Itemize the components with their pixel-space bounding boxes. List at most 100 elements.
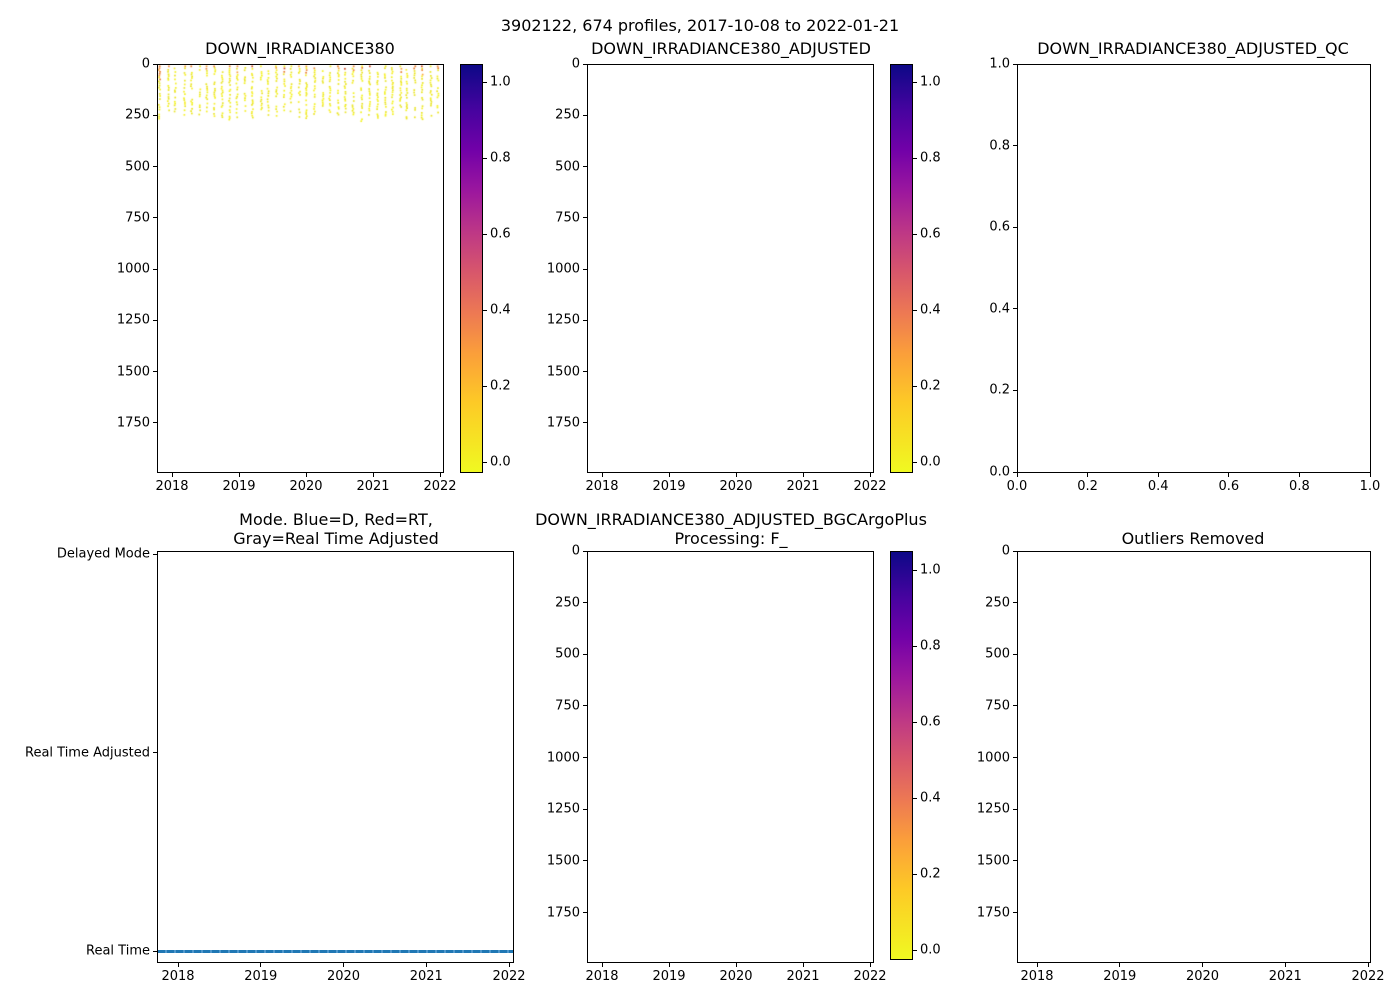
y-tick-label: 1250 [116, 312, 150, 328]
y-tick-mark [583, 114, 587, 116]
y-tick-label: 1750 [976, 905, 1010, 920]
y-tick-label: 1000 [546, 261, 580, 277]
x-tick-label: 2018 [155, 479, 189, 494]
y-tick-label: 1000 [976, 750, 1010, 766]
y-tick-label: 1500 [546, 364, 580, 379]
x-tick-label: 2019 [652, 969, 686, 984]
x-tick-label: 2019 [244, 969, 278, 984]
y-tick-mark [153, 371, 157, 372]
y-tick-label: 1250 [546, 801, 580, 817]
x-tick-label: 2022 [1351, 969, 1385, 984]
y-tick-mark [583, 550, 587, 552]
y-tick-label: 0.8 [989, 138, 1010, 154]
y-tick-mark [583, 860, 587, 862]
y-tick-mark [583, 319, 587, 321]
x-tick-mark [668, 473, 670, 477]
x-tick-label: 0.0 [1006, 479, 1028, 494]
y-tick-mark [583, 602, 587, 604]
x-tick-label: 2020 [1185, 969, 1220, 984]
plot-title-bgcargoplus-processing: DOWN_IRRADIANCE380_ADJUSTED_BGCArgoPlus … [535, 510, 927, 548]
x-tick-label: 2021 [1268, 969, 1302, 984]
y-tick-mark [1013, 389, 1017, 391]
y-tick-label: 1500 [976, 853, 1010, 869]
x-tick-label: 2018 [1020, 969, 1054, 984]
y-tick-label: 1500 [546, 853, 580, 869]
y-tick-label: 250 [985, 595, 1010, 611]
plot-area-outliers-removed [1017, 551, 1371, 963]
colorbar-tick-mark [913, 461, 917, 463]
colorbar-down-irradiance380 [460, 64, 483, 473]
colorbar-tick-mark [913, 157, 917, 159]
x-tick-mark [439, 473, 441, 477]
x-tick-mark [1036, 963, 1038, 967]
plot-title-mode: Mode. Blue=D, Red=RT, Gray=Real Time Adj… [233, 510, 439, 548]
y-tick-label: 0 [1001, 543, 1010, 559]
y-tick-label: 500 [985, 646, 1010, 662]
plot-area-mode [157, 551, 514, 963]
y-tick-label: 0 [571, 56, 580, 72]
x-tick-mark [1016, 473, 1018, 477]
y-tick-mark [153, 950, 157, 952]
x-tick-label: 0.8 [1289, 479, 1310, 494]
colorbar-tick-mark [913, 873, 917, 875]
y-tick-label: 1000 [116, 261, 150, 277]
y-tick-mark [1013, 471, 1017, 473]
colorbar-tick-mark [483, 309, 487, 311]
figure-suptitle: 3902122, 674 profiles, 2017-10-08 to 202… [500, 16, 900, 35]
y-tick-label: 0.2 [989, 382, 1010, 398]
x-tick-label: 2019 [1103, 969, 1137, 984]
colorbar-tick-mark [913, 569, 917, 571]
x-tick-label: 0.2 [1077, 479, 1098, 494]
y-tick-mark [153, 422, 157, 424]
y-tick-mark [583, 757, 587, 759]
colorbar-tick-mark [913, 797, 917, 799]
x-tick-label: 2019 [222, 479, 256, 494]
x-tick-label: 2021 [409, 969, 443, 984]
y-tick-label: 500 [555, 646, 580, 662]
y-tick-mark [153, 319, 157, 321]
y-tick-mark [583, 912, 587, 913]
colorbar-tick-label: 0.2 [920, 378, 941, 394]
colorbar-tick-mark [483, 233, 487, 235]
y-tick-mark [1013, 808, 1017, 810]
x-tick-mark [305, 473, 307, 477]
y-tick-mark [583, 653, 587, 655]
x-tick-label: 2018 [585, 479, 619, 494]
x-tick-mark [1119, 963, 1121, 967]
y-tick-label: 500 [555, 159, 580, 174]
y-tick-mark [583, 217, 587, 219]
x-tick-mark [1228, 473, 1230, 477]
x-tick-label: 1.0 [1359, 479, 1381, 494]
y-tick-label: 750 [985, 698, 1010, 714]
x-tick-mark [1367, 963, 1369, 967]
x-tick-label: 0.6 [1218, 479, 1240, 494]
x-tick-mark [735, 473, 737, 477]
y-tick-mark [1013, 550, 1017, 552]
x-tick-mark [735, 963, 737, 967]
x-tick-label: 2022 [423, 479, 457, 494]
y-tick-label: Real Time Adjusted [25, 745, 150, 760]
x-tick-label: 2020 [719, 479, 753, 494]
y-tick-label: 500 [125, 159, 150, 174]
x-tick-label: 2021 [356, 479, 390, 494]
x-tick-label: 2019 [652, 479, 686, 494]
y-tick-label: 1.0 [989, 56, 1010, 72]
x-tick-label: 0.4 [1147, 479, 1169, 494]
colorbar-tick-label: 1.0 [490, 74, 511, 90]
y-tick-label: 1750 [546, 905, 580, 920]
y-tick-mark [1013, 912, 1017, 913]
x-tick-label: 2021 [786, 969, 820, 984]
x-tick-label: 2020 [719, 969, 753, 984]
y-tick-mark [583, 705, 587, 707]
x-tick-label: 2021 [786, 479, 820, 494]
colorbar-tick-label: 0.2 [920, 866, 941, 882]
y-tick-label: Real Time [86, 943, 150, 959]
x-tick-mark [869, 473, 871, 477]
y-tick-label: 250 [125, 107, 150, 123]
colorbar-tick-mark [913, 233, 917, 235]
x-tick-label: 2022 [853, 969, 887, 984]
colorbar-tick-label: 0.6 [490, 226, 511, 242]
x-tick-mark [1202, 963, 1203, 967]
x-tick-label: 2018 [585, 969, 619, 984]
